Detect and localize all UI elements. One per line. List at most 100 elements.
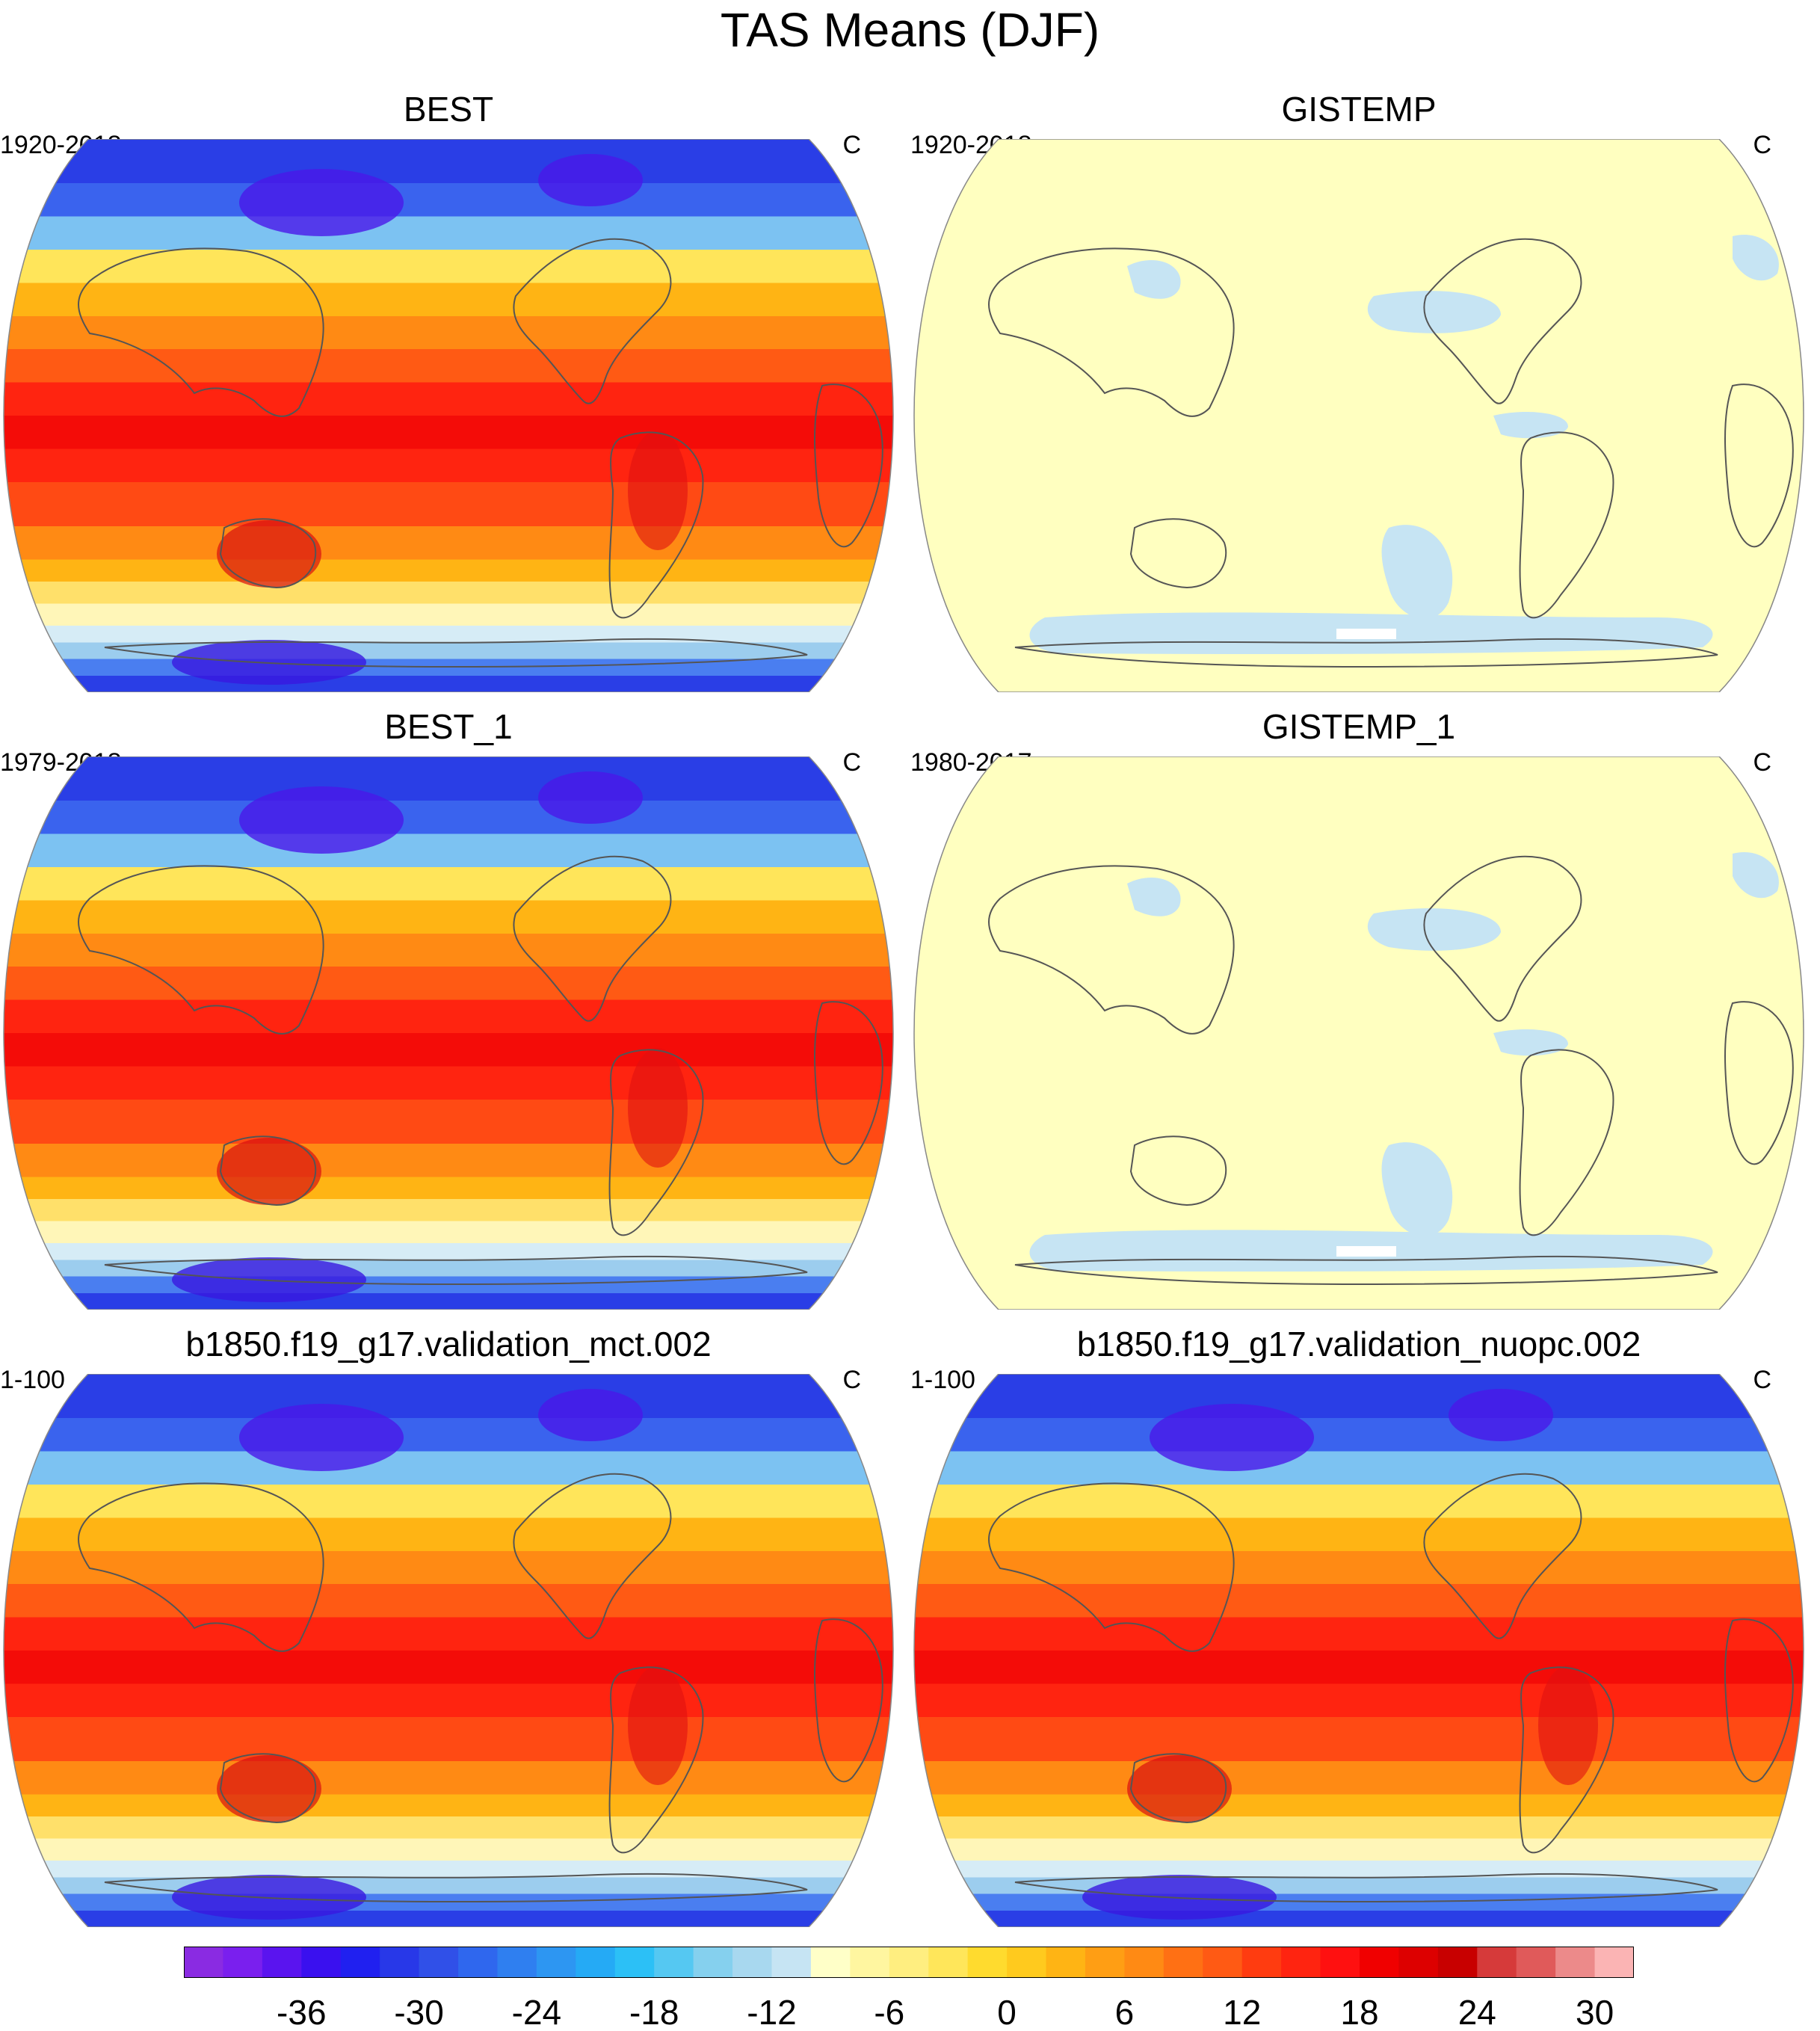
colorbar-box (1163, 1947, 1203, 1978)
coastline (219, 518, 317, 589)
colorbar-box (1241, 1947, 1282, 1978)
colorbar-box (184, 1947, 223, 1978)
map-border (913, 139, 1804, 692)
coastline (1519, 1049, 1614, 1236)
coastline (1519, 1666, 1614, 1854)
hot-core-australia (1127, 1755, 1232, 1822)
negative-anomaly-patch (1381, 525, 1453, 619)
map-panel-gistemp-1: GISTEMP_1 1980-2017 C (910, 706, 1807, 1319)
coastline (814, 383, 883, 548)
colorbar-outline (184, 1947, 1634, 1978)
colorbar-box (732, 1947, 772, 1978)
coastline (1129, 518, 1227, 589)
colorbar-tick-label: -6 (874, 1993, 904, 2031)
negative-anomaly-patch (1381, 1142, 1453, 1236)
colorbar-box (497, 1947, 537, 1978)
coastline (1423, 1473, 1582, 1639)
coastline (513, 1473, 672, 1639)
coastline (1014, 1873, 1718, 1903)
colorbar-box (693, 1947, 733, 1978)
coastline (104, 1255, 808, 1286)
colorbar-box (1437, 1947, 1478, 1978)
colorbar-box (771, 1947, 812, 1978)
colorbar-box (262, 1947, 302, 1978)
coastline (78, 865, 324, 1035)
negative-anomaly-patch (1367, 291, 1501, 333)
hot-core-south-america (628, 1665, 688, 1785)
negative-anomaly-patch (1733, 235, 1779, 281)
panel-period: 1-100 (910, 1366, 975, 1394)
map-plot (913, 756, 1804, 1310)
coastline (1519, 431, 1614, 619)
coastline (988, 1482, 1235, 1652)
coastline (1014, 1255, 1718, 1286)
colorbar-box (889, 1947, 929, 1978)
coastline (608, 1049, 704, 1236)
colorbar-box (1203, 1947, 1243, 1978)
negative-anomaly-patch (1493, 1029, 1568, 1056)
colorbar-box (1594, 1947, 1634, 1978)
coastline (988, 865, 1235, 1035)
map-border (913, 756, 1804, 1310)
cold-core-siberia (239, 786, 404, 854)
panel-units: C (842, 131, 861, 159)
negative-anomaly-patch (1127, 877, 1181, 916)
colorbar-box (967, 1947, 1008, 1978)
map-panel-gistemp: GISTEMP 1920-2018 C (910, 88, 1807, 701)
panel-title: b1850.f19_g17.validation_nuopc.002 (1076, 1325, 1641, 1363)
map-panel-mct: b1850.f19_g17.validation_mct.002 1-100 C (0, 1323, 897, 1936)
panel-units: C (1753, 131, 1771, 159)
coastline (104, 638, 808, 668)
coastline (1129, 1135, 1227, 1206)
colorbar-box (1320, 1947, 1360, 1978)
colorbar-box (1477, 1947, 1517, 1978)
cold-core-greenland (1449, 1389, 1553, 1441)
panel-units: C (842, 748, 861, 777)
colorbar-box (1516, 1947, 1556, 1978)
coastline (1724, 1618, 1794, 1783)
negative-anomaly-patch (1493, 412, 1568, 439)
colorbar-box (1085, 1947, 1125, 1978)
difference-field (914, 756, 1804, 1310)
colorbar-box (301, 1947, 342, 1978)
coastline (1724, 383, 1794, 548)
temperature-field (4, 756, 893, 1310)
colorbar-box (1359, 1947, 1399, 1978)
map-plot (3, 1374, 894, 1927)
coastline (78, 247, 324, 417)
coastline (1423, 238, 1582, 404)
cold-core-siberia (1150, 1404, 1314, 1471)
coastline (78, 1482, 324, 1652)
colorbar-tick-label: 18 (1340, 1993, 1378, 2031)
panel-units: C (1753, 748, 1771, 777)
panel-title: b1850.f19_g17.validation_mct.002 (185, 1325, 712, 1363)
colorbar-box (1124, 1947, 1165, 1978)
colorbar-box (340, 1947, 380, 1978)
missing-data-patch (1336, 629, 1396, 639)
hot-core-australia (217, 1755, 321, 1822)
colorbar-box (1046, 1947, 1086, 1978)
panel-title: BEST (403, 90, 494, 129)
hot-core-south-america (628, 431, 688, 550)
cold-core-siberia (239, 1404, 404, 1471)
coastline (513, 238, 672, 404)
hot-core-australia (217, 1138, 321, 1205)
map-panel-best: BEST 1920-2018 C (0, 88, 897, 701)
negative-anomaly-patch (1367, 908, 1501, 951)
coastline (219, 1753, 317, 1824)
colorbar-box (654, 1947, 694, 1978)
map-panel-best-1: BEST_1 1979-2018 C (0, 706, 897, 1319)
coastline (1724, 1001, 1794, 1165)
map-plot (3, 139, 894, 692)
colorbar-box (810, 1947, 851, 1978)
coastline (104, 1873, 808, 1903)
colorbar-box (419, 1947, 459, 1978)
hot-core-australia (217, 520, 321, 588)
colorbar-tick-label: -18 (629, 1993, 679, 2031)
missing-data-patch (1336, 1246, 1396, 1257)
colorbar-tick-label: -12 (747, 1993, 796, 2031)
cold-core-greenland (538, 771, 643, 824)
colorbar-tick-label: 0 (997, 1993, 1017, 2031)
colorbar-tick-label: -36 (277, 1993, 326, 2031)
cold-core-siberia (239, 169, 404, 236)
